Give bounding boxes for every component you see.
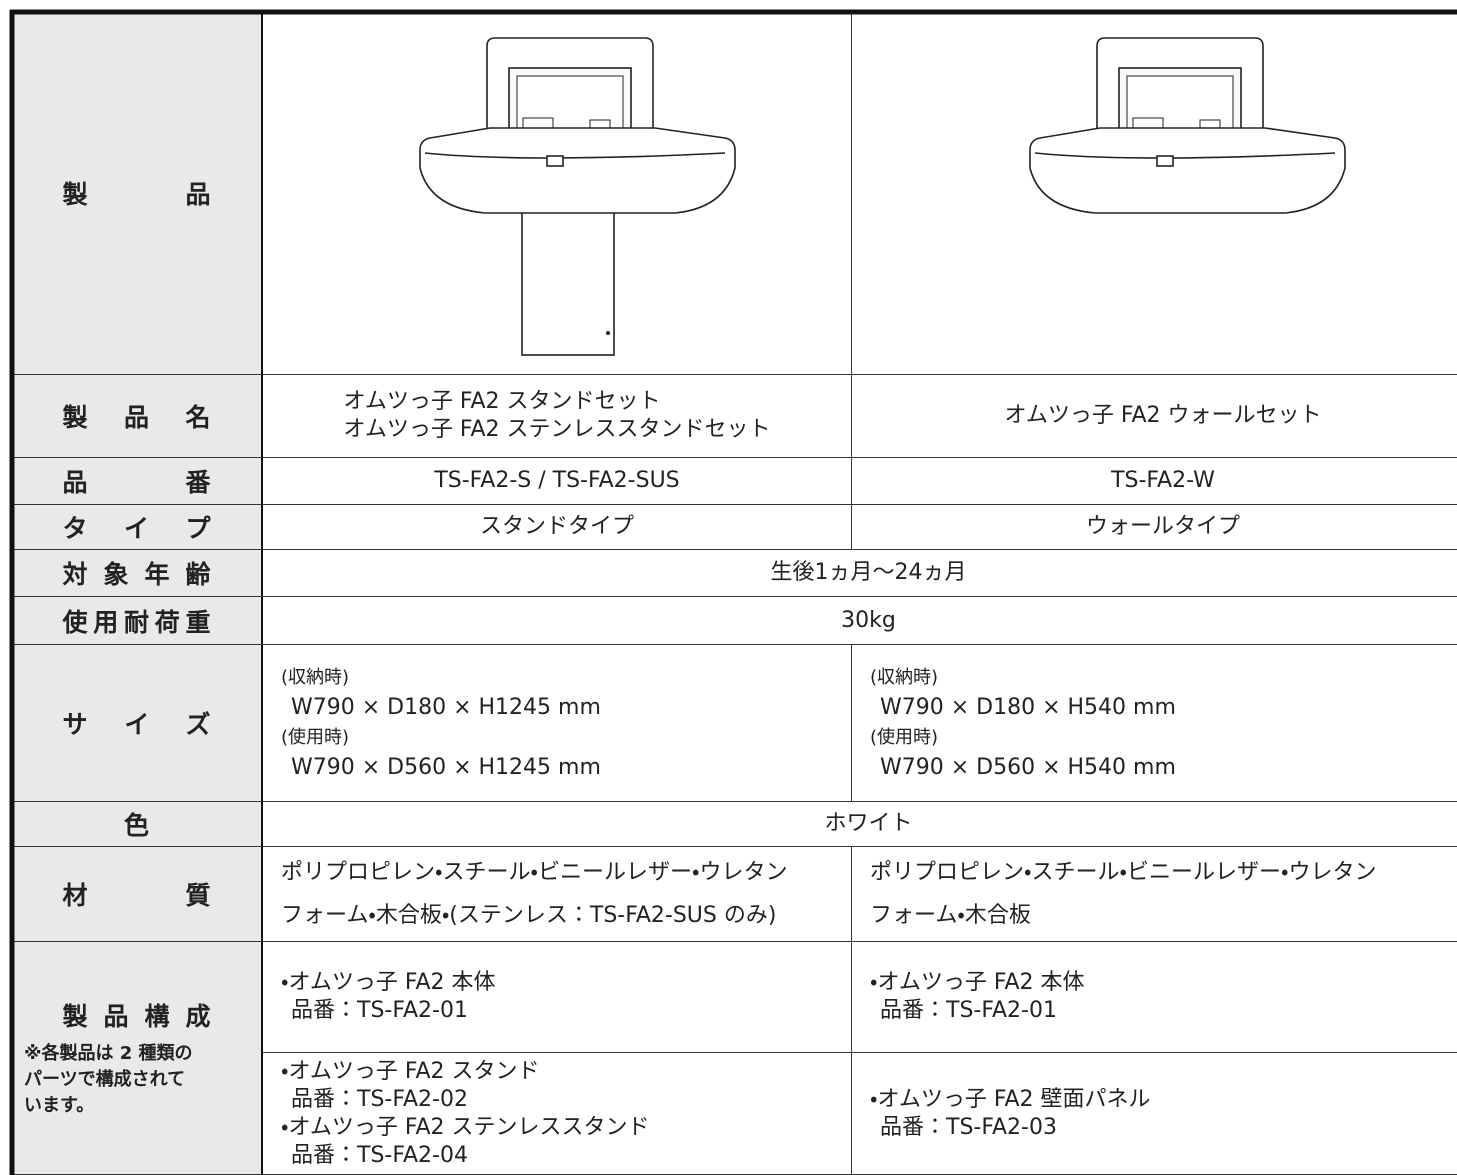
row-label-cell: 製品 bbox=[12, 12, 263, 375]
cell-lines: ホワイト bbox=[824, 810, 912, 838]
cell-lines: (収納時) W790 × D180 × H1245 mm (使用時) W790 × D… bbox=[281, 663, 601, 783]
cell-text: 品番：TS-FA2-04 bbox=[291, 1142, 468, 1168]
row-label: 使用耐荷重 bbox=[62, 607, 211, 637]
cell-text: 生後1ヵ月〜24ヵ月 bbox=[770, 560, 967, 585]
cell-lines: ポリプロピレン・スチール・ビニールレザー・ウレタン フォーム・木合板 bbox=[870, 851, 1376, 937]
wall-cell: TS-FA2-W bbox=[852, 458, 1457, 505]
cell-lines: TS-FA2-S / TS-FA2-SUS bbox=[434, 467, 679, 495]
cell-text: ・オムツっ子 FA2 スタンド bbox=[281, 1058, 540, 1084]
cell-lines: TS-FA2-W bbox=[1111, 467, 1215, 495]
cell-lines: 30kg bbox=[841, 607, 896, 635]
cell-text: ポリプロピレン・スチール・ビニールレザー・ウレタン bbox=[870, 860, 1377, 885]
row-label: サイズ bbox=[62, 710, 211, 739]
cell-text: パーツで構成されて bbox=[24, 1069, 186, 1090]
stand-cell: ポリプロピレン・スチール・ビニールレザー・ウレタン フォーム・木合板・(ステンレス… bbox=[263, 847, 852, 942]
row-label-cell: 色 bbox=[12, 802, 263, 847]
row-label-cell: 製品構成 ※各製品は 2 種類の パーツで構成されて います。 bbox=[12, 942, 263, 1175]
cell-text: オムツっ子 FA2 ウォールセット bbox=[1004, 403, 1322, 428]
cell-text: (使用時) bbox=[281, 727, 350, 748]
cell-text: ※各製品は 2 種類の bbox=[24, 1043, 193, 1064]
cell-text: フォーム・木合板 bbox=[870, 903, 1031, 928]
cell-text: ホワイト bbox=[824, 811, 913, 836]
stand-cell: (収納時) W790 × D180 × H1245 mm (使用時) W790 × D… bbox=[263, 645, 852, 802]
cell-text: フォーム・木合板・(ステンレス：TS-FA2-SUS のみ) bbox=[281, 903, 777, 928]
cell-text: W790 × D180 × H540 mm bbox=[880, 695, 1176, 720]
row-label-cell: 品番 bbox=[12, 458, 263, 505]
wall-cell: ・オムツっ子 FA2 壁面パネル 品番：TS-FA2-03 bbox=[852, 1053, 1457, 1175]
row-label-cell: 材質 bbox=[12, 847, 263, 942]
merged-cell: ホワイト bbox=[263, 802, 1457, 847]
row-label: 対象年齢 bbox=[62, 560, 211, 589]
cell-text: 品番：TS-FA2-01 bbox=[291, 998, 468, 1023]
cell-lines: オムツっ子 FA2 ウォールセット bbox=[1004, 402, 1321, 430]
cell-text: TS-FA2-S / TS-FA2-SUS bbox=[434, 468, 680, 493]
cell-text: W790 × D180 × H1245 mm bbox=[291, 695, 601, 720]
row-label: 材質 bbox=[62, 881, 211, 910]
cell-text: オムツっ子 FA2 スタンドセット bbox=[343, 389, 661, 414]
cell-text: オムツっ子 FA2 ステンレススタンドセット bbox=[343, 417, 771, 442]
wall-cell: ポリプロピレン・スチール・ビニールレザー・ウレタン フォーム・木合板 bbox=[852, 847, 1457, 942]
cell-text: ポリプロピレン・スチール・ビニールレザー・ウレタン bbox=[281, 860, 788, 885]
row-label-cell: 製品名 bbox=[12, 375, 263, 458]
cell-text: 30kg bbox=[841, 607, 896, 633]
cell-text: スタンドタイプ bbox=[479, 514, 634, 539]
row-label-cell: 使用耐荷重 bbox=[12, 597, 263, 645]
row-label: 製品 bbox=[62, 180, 211, 209]
cell-text: います。 bbox=[24, 1095, 95, 1116]
cell-text: ・オムツっ子 FA2 壁面パネル bbox=[870, 1086, 1151, 1112]
cell-text: ・オムツっ子 FA2 ステンレススタンド bbox=[281, 1114, 650, 1140]
wall-cell: オムツっ子 FA2 ウォールセット bbox=[852, 375, 1457, 458]
cell-lines: ウォールタイプ bbox=[1086, 513, 1240, 541]
row-label: 製品名 bbox=[62, 403, 211, 432]
row-label: 品番 bbox=[62, 468, 211, 497]
wall-cell: ・オムツっ子 FA2 本体品番：TS-FA2-01 bbox=[852, 942, 1457, 1053]
row-label: 色 bbox=[123, 811, 149, 840]
cell-lines: ・オムツっ子 FA2 スタンド 品番：TS-FA2-02 ・オムツっ子 FA2 ステ… bbox=[281, 1058, 650, 1170]
stand-cell: ・オムツっ子 FA2 スタンド 品番：TS-FA2-02 ・オムツっ子 FA2 ステ… bbox=[263, 1053, 852, 1175]
stand-cell: スタンドタイプ bbox=[263, 505, 852, 550]
wall-cell: ウォールタイプ bbox=[852, 505, 1457, 550]
row-label: 製品構成 bbox=[62, 1002, 211, 1031]
cell-lines: (収納時) W790 × D180 × H540 mm (使用時) W790 × D5… bbox=[870, 663, 1176, 783]
stand-cell: ・オムツっ子 FA2 本体品番：TS-FA2-01 bbox=[263, 942, 852, 1053]
image-cell bbox=[263, 12, 852, 375]
cell-lines: ポリプロピレン・スチール・ビニールレザー・ウレタン フォーム・木合板・(ステンレス… bbox=[281, 851, 787, 937]
row-label: タイプ bbox=[62, 514, 211, 543]
cell-text: 品番：TS-FA2-03 bbox=[880, 1114, 1057, 1140]
cell-text: ・オムツっ子 FA2 本体 bbox=[870, 970, 1085, 995]
cell-text: W790 × D560 × H1245 mm bbox=[291, 755, 601, 780]
cell-text: ・オムツっ子 FA2 本体 bbox=[281, 970, 496, 995]
cell-lines: 生後1ヵ月〜24ヵ月 bbox=[771, 559, 967, 587]
stand-cell: オムツっ子 FA2 スタンドセットオムツっ子 FA2 ステンレススタンドセット bbox=[263, 375, 852, 458]
cell-text: (収納時) bbox=[281, 667, 350, 688]
merged-cell: 30kg bbox=[263, 597, 1457, 645]
cell-lines: ※各製品は 2 種類の パーツで構成されて います。 bbox=[24, 1041, 193, 1119]
note: ※各製品は 2 種類の パーツで構成されて います。 bbox=[12, 1041, 193, 1119]
image-cell bbox=[852, 12, 1457, 375]
cell-text: ウォールタイプ bbox=[1085, 514, 1240, 539]
cell-lines: ・オムツっ子 FA2 本体品番：TS-FA2-01 bbox=[870, 969, 1085, 1025]
cell-lines: スタンドタイプ bbox=[480, 513, 634, 541]
cell-text: W790 × D560 × H540 mm bbox=[880, 755, 1176, 780]
row-label-cell: 対象年齢 bbox=[12, 550, 263, 597]
cell-lines: ・オムツっ子 FA2 壁面パネル 品番：TS-FA2-03 bbox=[870, 1086, 1151, 1142]
merged-cell: 生後1ヵ月〜24ヵ月 bbox=[263, 550, 1457, 597]
cell-lines: オムツっ子 FA2 スタンドセットオムツっ子 FA2 ステンレススタンドセット bbox=[343, 388, 770, 444]
cell-text: (使用時) bbox=[870, 727, 939, 748]
cell-text: TS-FA2-W bbox=[1111, 468, 1215, 493]
wall-cell: (収納時) W790 × D180 × H540 mm (使用時) W790 × D5… bbox=[852, 645, 1457, 802]
cell-lines: ・オムツっ子 FA2 本体品番：TS-FA2-01 bbox=[281, 969, 496, 1025]
stand-cell: TS-FA2-S / TS-FA2-SUS bbox=[263, 458, 852, 505]
cell-text: 品番：TS-FA2-02 bbox=[291, 1086, 468, 1112]
row-label-cell: サイズ bbox=[12, 645, 263, 802]
cell-text: (収納時) bbox=[870, 667, 939, 688]
cell-text: 品番：TS-FA2-01 bbox=[880, 998, 1057, 1023]
row-label-cell: タイプ bbox=[12, 505, 263, 550]
